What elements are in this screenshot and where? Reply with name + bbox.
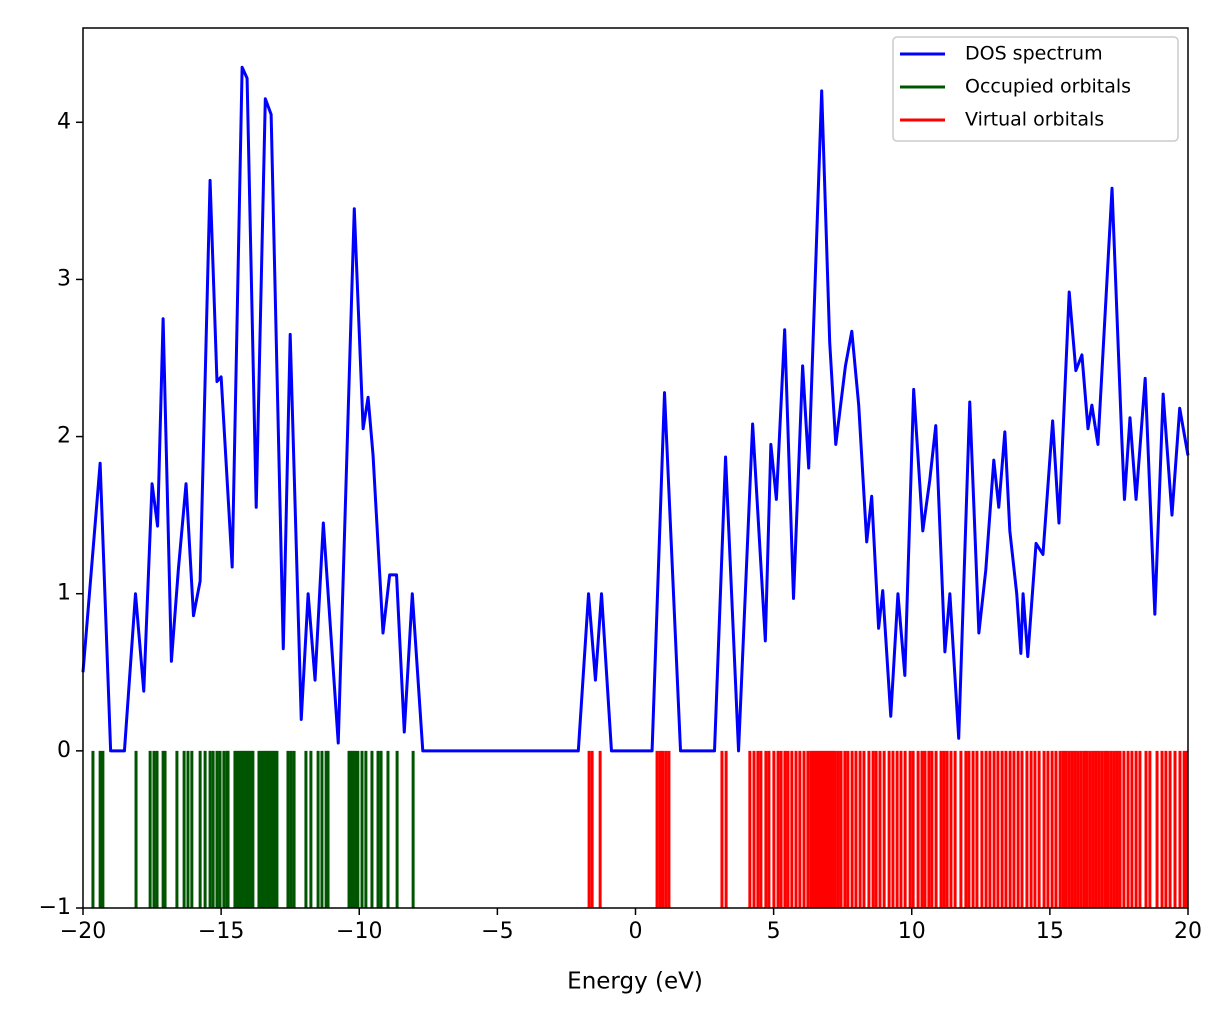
legend-label: Virtual orbitals: [965, 109, 1104, 131]
x-tick-label: −15: [198, 919, 244, 944]
x-tick-label: 10: [898, 919, 926, 944]
y-tick-label: 0: [57, 738, 71, 763]
legend-label: DOS spectrum: [965, 43, 1103, 65]
x-tick-label: 0: [629, 919, 643, 944]
y-tick-label: −1: [39, 895, 71, 920]
legend-label: Occupied orbitals: [965, 76, 1131, 98]
x-tick-label: −20: [60, 919, 106, 944]
y-tick-label: 3: [57, 266, 71, 291]
y-tick-label: 4: [57, 109, 71, 134]
dos-line: [81, 65, 1190, 753]
legend: DOS spectrum Occupied orbitals Virtual orb…: [892, 36, 1179, 142]
x-axis-label: Energy (eV): [567, 969, 703, 995]
x-tick-label: −5: [481, 919, 513, 944]
legend-box: [892, 36, 1179, 142]
x-tick-label: 20: [1174, 919, 1202, 944]
x-tick-label: 15: [1036, 919, 1064, 944]
y-tick-label: 2: [57, 424, 71, 449]
x-tick-label: 5: [767, 919, 781, 944]
x-tick-label: −10: [336, 919, 382, 944]
y-tick-label: 1: [57, 581, 71, 606]
